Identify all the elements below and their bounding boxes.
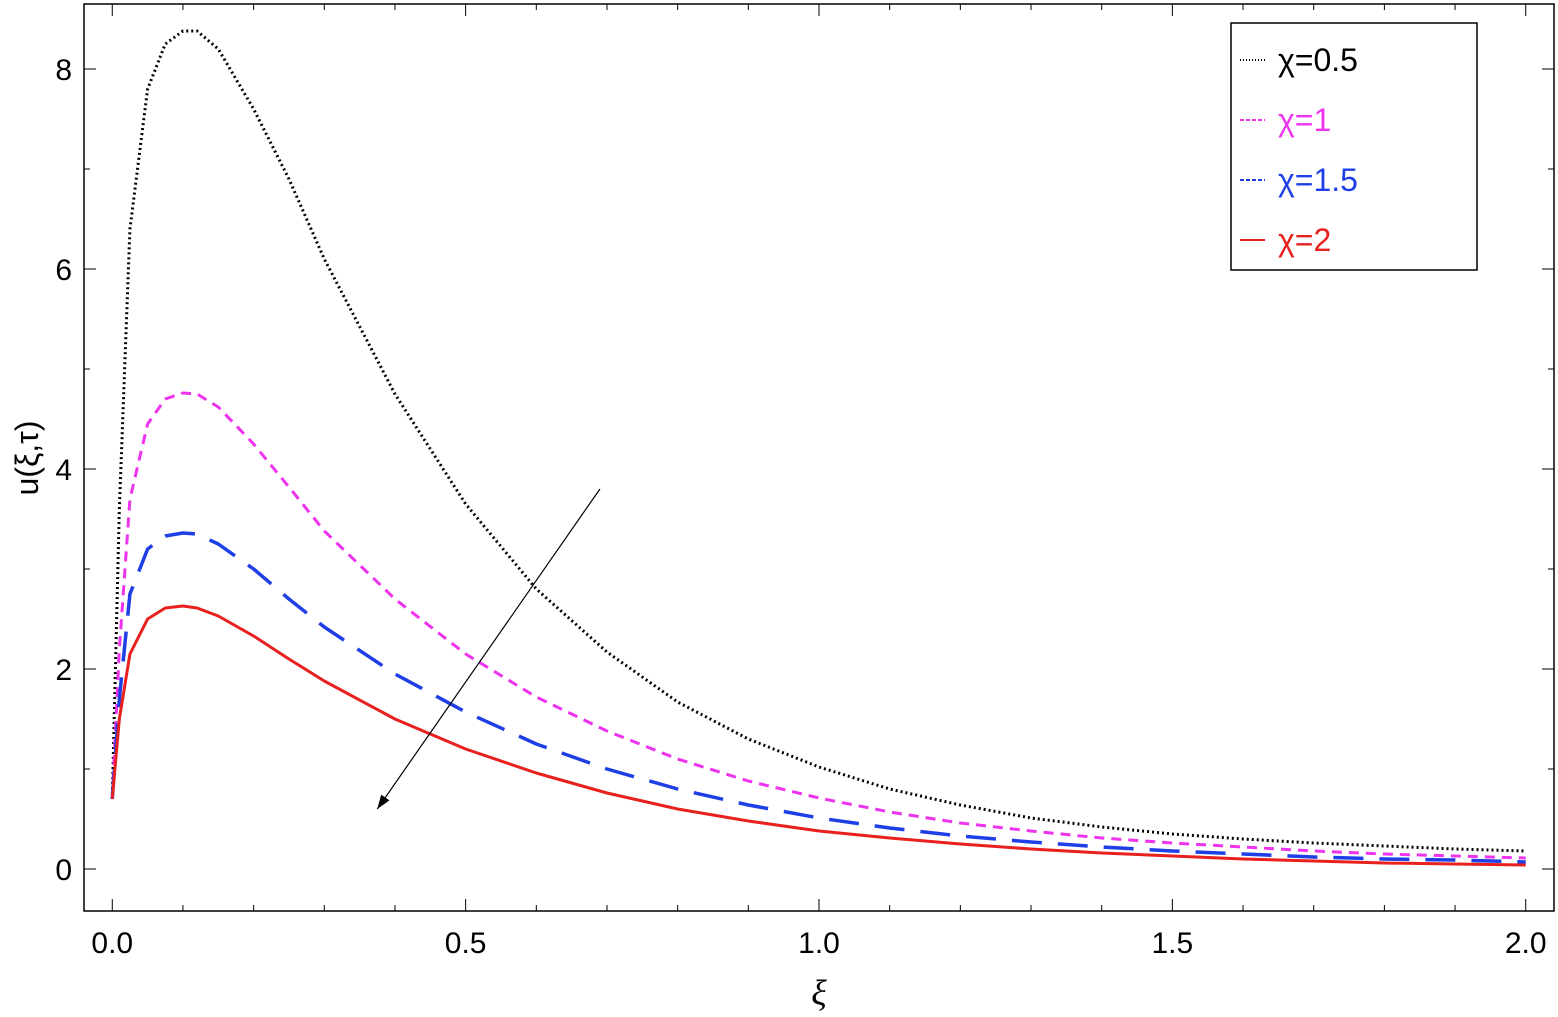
y-tick-label: 4 (55, 454, 72, 487)
legend-label-3: χ=1.5 (1278, 162, 1358, 198)
y-tick-label: 2 (55, 654, 72, 687)
x-tick-label: 0.0 (91, 927, 133, 960)
x-tick-label: 2.0 (1505, 927, 1547, 960)
legend: χ=0.5 χ=1 χ=1.5 χ=2 (1230, 22, 1478, 271)
tick-labels-group: 0.0 0.5 1.0 1.5 2.0 0 2 4 6 8 (55, 54, 1546, 960)
series-line-4 (110, 604, 1526, 867)
legend-label-4: χ=2 (1278, 222, 1331, 258)
annotation-group (376, 488, 601, 810)
trend-arrow-head (377, 794, 390, 809)
x-tick-label: 0.5 (445, 927, 487, 960)
y-tick-label: 8 (55, 54, 72, 87)
series-lines-group (110, 29, 1526, 867)
series-line-1 (110, 29, 1526, 853)
legend-label-1: χ=0.5 (1278, 42, 1358, 78)
legend-items: χ=0.5 χ=1 χ=1.5 χ=2 (1240, 42, 1358, 258)
y-axis-label: u(ξ,τ) (9, 421, 45, 496)
x-tick-label: 1.5 (1152, 927, 1194, 960)
trend-arrow-line (376, 488, 601, 810)
x-tick-label: 1.0 (798, 927, 840, 960)
x-axis-label: ξ (811, 973, 827, 1013)
y-tick-label: 0 (55, 854, 72, 887)
y-tick-label: 6 (55, 254, 72, 287)
series-line-3 (110, 531, 1526, 864)
legend-label-2: χ=1 (1278, 102, 1331, 138)
legend-box (1230, 22, 1478, 271)
series-line-2 (110, 391, 1526, 860)
ticks-group (84, 4, 1554, 911)
